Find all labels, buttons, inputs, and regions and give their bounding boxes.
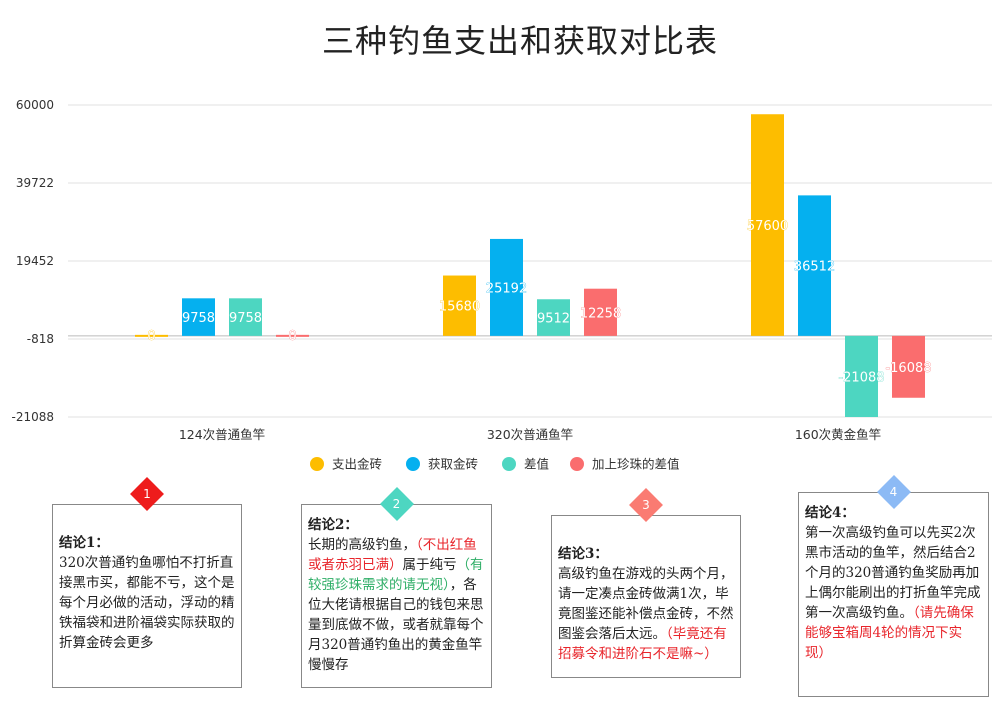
conclusion-text: 320次普通钓鱼哪怕不打折直接黑市买，都能不亏，这个是每个月必做的活动，浮动的精… — [59, 555, 235, 651]
data-label: -16088 — [885, 361, 931, 376]
legend-label: 支出金砖 — [332, 457, 382, 472]
conclusion-heading: 结论3： — [558, 546, 608, 562]
legend-label: 获取金砖 — [428, 457, 478, 472]
data-label: 25192 — [486, 281, 527, 296]
conclusion-heading: 结论4： — [805, 505, 855, 521]
legend-label: 差值 — [524, 457, 549, 472]
data-label: 9758 — [182, 311, 215, 326]
data-label: 15680 — [439, 300, 480, 315]
bar-chart: 60000 39722 19452 -818 -21088 0 9758 9758 0 124次普… — [11, 98, 992, 472]
data-label: 57600 — [747, 219, 788, 234]
badge-number: 4 — [889, 485, 898, 499]
conclusion-card: 结论1： 320次普通钓鱼哪怕不打折直接黑市买，都能不亏，这个是每个月必做的活动，… — [52, 504, 242, 688]
data-label: 9758 — [229, 311, 262, 326]
conclusion-text: ，各位大佬请根据自己的钱包来思量到底做不做，或者就靠每个月320普通钓鱼出的黄金… — [308, 577, 484, 673]
badge-number: 1 — [143, 487, 151, 501]
legend-marker — [310, 457, 324, 471]
bar — [845, 335, 878, 417]
x-category-label: 124次普通鱼竿 — [179, 427, 265, 442]
y-tick-label: -818 — [27, 332, 54, 346]
conclusion-card: 结论2： 长期的高级钓鱼，（不出红鱼或者赤羽已满）属于纯亏（有较强珍珠需求的请无视… — [301, 504, 492, 688]
chart-title: 三种钓鱼支出和获取对比表 — [321, 22, 718, 60]
bar — [229, 298, 262, 336]
data-label: 36512 — [794, 260, 835, 275]
bar — [443, 275, 476, 336]
data-label: 9512 — [537, 312, 570, 327]
y-tick-label: -21088 — [11, 410, 54, 424]
y-tick-label: 39722 — [16, 176, 54, 190]
legend-marker — [502, 457, 516, 471]
conclusion-text: （请先确保能够宝箱周4轮的情况下实现） — [805, 605, 974, 661]
x-category-label: 160次黄金鱼竿 — [795, 427, 881, 442]
data-label: 12258 — [580, 306, 621, 321]
legend-label: 加上珍珠的差值 — [592, 457, 680, 472]
conclusion-text: 属于纯亏 — [402, 557, 457, 573]
badge-number: 2 — [392, 497, 401, 511]
legend-marker — [406, 457, 420, 471]
bar — [798, 195, 831, 336]
bar — [584, 288, 617, 336]
bar — [490, 238, 523, 336]
conclusion-text: （不出红鱼或者赤羽已满） — [308, 537, 477, 573]
legend-marker — [570, 457, 584, 471]
conclusion-text: 第一次高级钓鱼可以先买2次黑市活动的鱼竿，然后结合2个月的320普通钓鱼奖励再加… — [805, 525, 981, 621]
conclusion-text: 长期的高级钓鱼， — [308, 537, 416, 553]
conclusion-text: 高级钓鱼在游戏的头两个月，请一定凑点金砖做满1次，毕竟图鉴还能补偿点金砖，不然图… — [558, 566, 734, 642]
conclusion-card: 结论4： 第一次高级钓鱼可以先买2次黑市活动的鱼竿，然后结合2个月的320普通钓鱼… — [798, 492, 989, 697]
bar — [537, 299, 570, 336]
conclusion-text: （毕竟还有招募令和进阶石不是嘛~） — [558, 626, 727, 662]
bar — [892, 335, 925, 398]
conclusion-text: （有较强珍珠需求的请无视） — [308, 557, 484, 593]
bar — [276, 334, 309, 337]
bar — [135, 334, 168, 337]
bar — [751, 114, 784, 336]
conclusion-heading: 结论2： — [308, 517, 358, 533]
bar — [182, 298, 215, 336]
data-label: 0 — [147, 329, 155, 344]
y-tick-label: 60000 — [16, 98, 54, 112]
y-tick-label: 19452 — [16, 254, 54, 268]
data-label: 0 — [288, 329, 296, 344]
conclusion-heading: 结论1： — [59, 535, 109, 551]
badge-number: 3 — [642, 498, 650, 512]
x-category-label: 320次普通鱼竿 — [487, 427, 573, 442]
conclusion-card: 结论3： 高级钓鱼在游戏的头两个月，请一定凑点金砖做满1次，毕竟图鉴还能补偿点金砖… — [551, 515, 741, 678]
data-label: -21088 — [838, 370, 884, 385]
